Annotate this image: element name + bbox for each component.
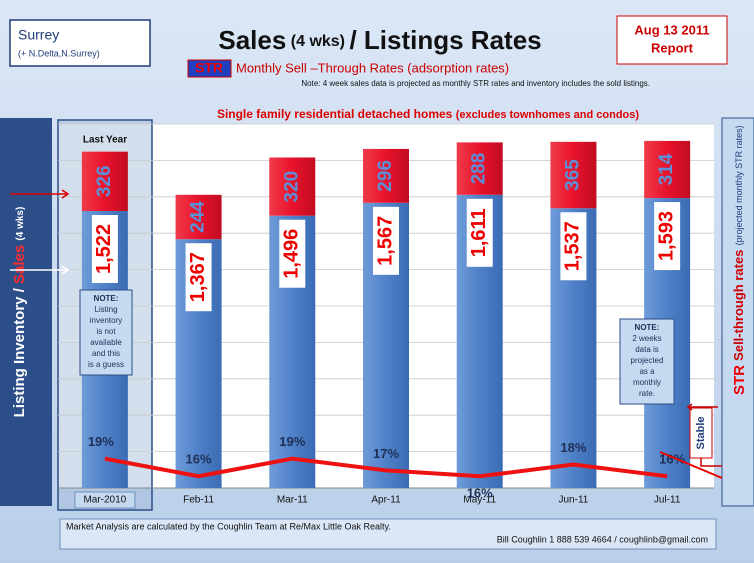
stable: Stable bbox=[695, 416, 707, 449]
y2-label-part: Sell-through rates bbox=[731, 250, 746, 361]
x-tick-label: Feb-11 bbox=[183, 495, 214, 506]
note-line: inventory bbox=[90, 316, 122, 325]
note-line: Listing bbox=[94, 305, 117, 314]
note-line: 2 weeks bbox=[632, 334, 661, 343]
note-line: NOTE: bbox=[94, 294, 119, 303]
str-label: 17% bbox=[373, 446, 399, 461]
chart-title-main: Single family residential detached homes bbox=[217, 107, 453, 121]
sales-label: 314 bbox=[656, 153, 677, 185]
note-line: data is bbox=[635, 345, 659, 354]
note-line: rate. bbox=[639, 389, 655, 398]
x-tick-label: Apr-11 bbox=[371, 495, 401, 506]
sales-label: 244 bbox=[188, 201, 209, 233]
inventory-label: 1,537 bbox=[562, 221, 584, 271]
last-year: Last Year bbox=[83, 135, 127, 146]
title-part: / Listings Rates bbox=[349, 25, 541, 55]
report-word: Report bbox=[651, 40, 694, 55]
str-label: 16% bbox=[186, 452, 212, 467]
right-panel bbox=[721, 117, 754, 507]
bar-sales bbox=[269, 157, 316, 216]
inventory-label-box bbox=[654, 202, 681, 271]
inventory-label: 1,567 bbox=[374, 216, 396, 266]
x-tick-label: May-11 bbox=[463, 495, 496, 506]
inventory-label-box bbox=[91, 214, 118, 283]
left-panel bbox=[0, 118, 52, 506]
note-line: NOTE: bbox=[635, 323, 660, 332]
inventory-label: 1,611 bbox=[468, 208, 490, 257]
str-tag-box bbox=[187, 59, 232, 78]
bar-sales bbox=[550, 141, 597, 209]
chart-title: Single family residential detached homes… bbox=[217, 107, 639, 121]
sales-label: 288 bbox=[469, 153, 490, 185]
str-label: 16% bbox=[467, 486, 493, 501]
sales-label: 326 bbox=[94, 165, 115, 197]
inventory-pointer bbox=[10, 265, 70, 275]
sales-label: 296 bbox=[375, 160, 396, 192]
sales-pointer bbox=[10, 189, 70, 199]
region: Surrey bbox=[18, 27, 59, 43]
str-label: 18% bbox=[560, 440, 586, 455]
footer-left: Market Analysis are calculated by the Co… bbox=[66, 521, 391, 531]
date-box bbox=[616, 15, 728, 65]
note-box bbox=[619, 318, 675, 405]
sales-label: 320 bbox=[281, 171, 302, 203]
note: Note: 4 week sales data is projected as … bbox=[301, 79, 650, 88]
inventory-label-box bbox=[185, 243, 212, 312]
note-line: as a bbox=[639, 367, 655, 376]
str-label: 19% bbox=[279, 434, 305, 449]
note-box bbox=[79, 289, 133, 376]
x-tick-label: Mar-11 bbox=[277, 495, 308, 506]
title-part: (4 wks) bbox=[291, 33, 345, 50]
y-axis-label: Listing Inventory / Sales (4 wks) bbox=[11, 207, 28, 418]
bar-sales bbox=[456, 142, 503, 195]
stable-arrow bbox=[686, 403, 722, 467]
inventory-label-box bbox=[466, 198, 493, 267]
note-line: available bbox=[90, 338, 122, 347]
region-box bbox=[9, 19, 151, 67]
subtitle: Monthly Sell –Through Rates (adsorption … bbox=[236, 60, 509, 75]
note-line: is not bbox=[96, 327, 116, 336]
inventory-label: 1,496 bbox=[281, 229, 303, 279]
y-label-part: Listing Inventory / bbox=[11, 284, 28, 417]
bar-sales bbox=[363, 148, 409, 203]
bar-sales bbox=[644, 140, 691, 199]
chart-title-note: (excludes townhomes and condos) bbox=[456, 109, 640, 121]
note-line: monthly bbox=[633, 378, 661, 387]
report-date: Aug 13 2011 bbox=[634, 22, 709, 37]
bar-sales bbox=[175, 194, 222, 240]
region-note: (+ N.Delta,N.Surrey) bbox=[18, 48, 100, 58]
y-label-part: Sales bbox=[11, 245, 28, 284]
bar-sales bbox=[81, 151, 128, 211]
sales-label: 365 bbox=[562, 159, 583, 191]
note-line: projected bbox=[631, 356, 664, 365]
note-line: is a guess bbox=[88, 360, 124, 369]
str-line bbox=[104, 456, 668, 479]
y2-label-part: (projected monthly STR rates) bbox=[734, 125, 744, 245]
y2-axis-label: STR Sell-through rates (projected monthl… bbox=[731, 125, 748, 395]
inventory-label: 1,593 bbox=[655, 211, 677, 261]
inventory-label-box bbox=[373, 206, 399, 275]
inventory-label-box bbox=[560, 212, 587, 281]
note-line: and this bbox=[92, 349, 120, 358]
str-tag: STR bbox=[195, 60, 223, 76]
x-tick-box bbox=[74, 491, 136, 509]
plot: Mar-2010 1,522 326 Feb-11 1,367 244 Mar-11 1,49… bbox=[10, 123, 723, 509]
str-pointer bbox=[659, 451, 723, 479]
title: Sales (4 wks) / Listings Rates bbox=[218, 25, 541, 55]
x-tick-label: Jun-11 bbox=[559, 495, 589, 506]
y2-label-part: STR bbox=[731, 365, 748, 395]
str-label: 19% bbox=[88, 434, 114, 449]
y-label-part: (4 wks) bbox=[15, 207, 26, 241]
inventory-label-box bbox=[279, 219, 306, 288]
footer-box bbox=[59, 518, 717, 550]
footer-right: Bill Coughlin 1 888 539 4664 / coughlinb… bbox=[497, 534, 708, 544]
x-tick-label: Jul-11 bbox=[654, 495, 681, 506]
inventory-label: 1,522 bbox=[93, 224, 115, 274]
title-part: Sales bbox=[218, 25, 286, 55]
inventory-label: 1,367 bbox=[187, 252, 209, 302]
x-tick-label: Mar-2010 bbox=[83, 495, 126, 506]
